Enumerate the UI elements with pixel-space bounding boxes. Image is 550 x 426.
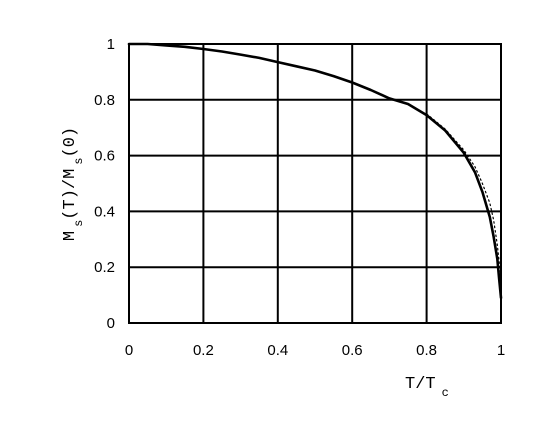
y-axis-label-part1: M — [61, 231, 80, 241]
x-axis-label-main: T/T — [405, 375, 436, 394]
series-group — [127, 42, 503, 300]
x-axis-label-sub: c — [442, 386, 449, 400]
x-tick-label: 0.2 — [193, 342, 214, 359]
y-tick-label: 0.2 — [94, 259, 115, 276]
plot-frame — [128, 43, 502, 324]
x-tick-label: 1 — [497, 342, 505, 359]
y-axis-label-sub1: s — [72, 220, 86, 227]
x-tick-labels: 0 0.2 0.4 0.6 0.8 1 — [125, 342, 505, 359]
grid — [129, 44, 501, 323]
y-axis-label-sub2: s — [72, 157, 86, 164]
x-tick-label: 0.6 — [342, 342, 363, 359]
y-tick-label: 0.4 — [94, 203, 115, 220]
y-tick-label: 0.6 — [94, 148, 115, 165]
x-axis-label: T/T c — [405, 375, 449, 400]
y-tick-label: 1 — [107, 36, 115, 53]
y-axis-label: Ms(T)/Ms(0) — [61, 127, 86, 241]
x-tick-label: 0.4 — [267, 342, 288, 359]
y-tick-labels: 0 0.2 0.4 0.6 0.8 1 — [94, 36, 115, 332]
x-tick-label: 0 — [125, 342, 133, 359]
series-line-dotted — [426, 113, 502, 279]
y-axis-label-part2: (T)/M — [61, 169, 80, 220]
y-axis-label-part3: (0) — [61, 127, 80, 158]
x-tick-label: 0.8 — [416, 342, 437, 359]
series-line-solid — [127, 42, 503, 300]
y-tick-label: 0.8 — [94, 92, 115, 109]
y-tick-label: 0 — [107, 315, 115, 332]
